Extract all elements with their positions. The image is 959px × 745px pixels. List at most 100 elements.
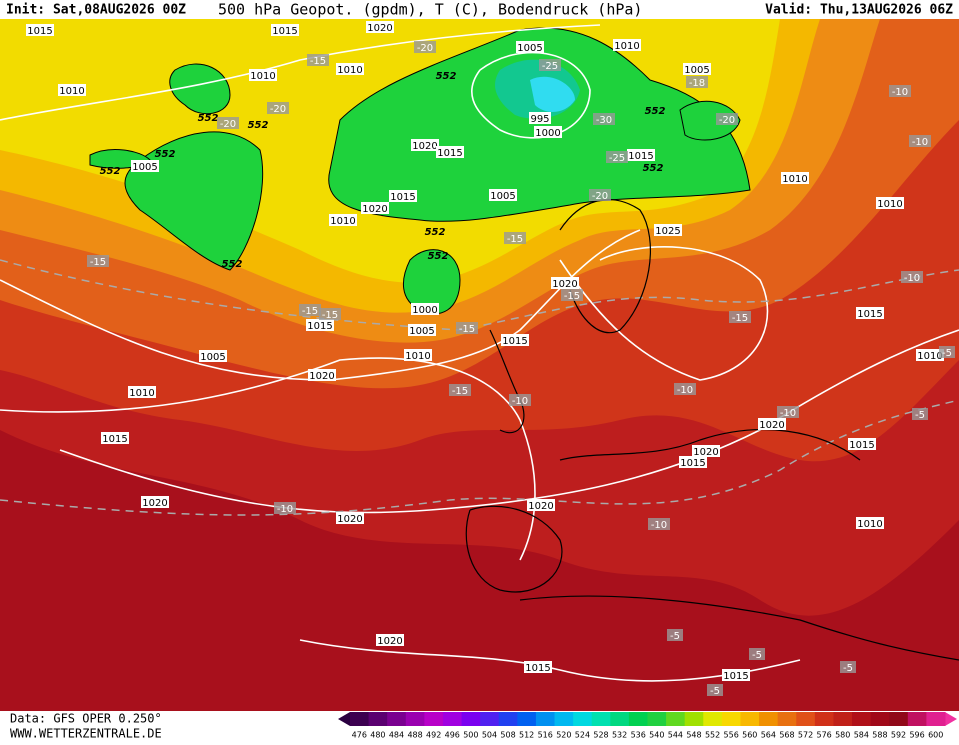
label-box — [939, 346, 955, 358]
label-box — [489, 189, 517, 201]
colorbar-tick-label: 556 — [724, 731, 739, 740]
label-box — [561, 289, 583, 301]
pressure-label: 1005 — [409, 326, 434, 337]
pressure-label: 1020 — [309, 371, 334, 382]
label-box — [366, 21, 394, 33]
pressure-label: 1010 — [129, 388, 154, 399]
height-label: 552 — [428, 251, 449, 262]
temperature-label: -10 — [904, 273, 920, 284]
temperature-label: -10 — [892, 87, 908, 98]
colorbar-tick-label: 564 — [761, 731, 776, 740]
height-label: 552 — [425, 227, 446, 238]
colorbar-cell — [889, 712, 909, 726]
temperature-label: -30 — [596, 115, 612, 126]
label-box — [267, 102, 289, 114]
temperature-label: -20 — [592, 191, 608, 202]
temperature-label: -15 — [507, 234, 523, 245]
pressure-label: 1015 — [502, 336, 527, 347]
colorbar-tick-label: 492 — [426, 731, 441, 740]
pressure-label: 1010 — [614, 41, 639, 52]
label-box — [408, 324, 436, 336]
pressure-label: 1000 — [535, 128, 560, 139]
temperature-label: -5 — [843, 663, 853, 674]
colorbar-tick-label: 576 — [817, 731, 832, 740]
label-box — [274, 502, 296, 514]
colorbar-tick-label: 480 — [370, 731, 385, 740]
colorbar-cell — [498, 712, 518, 726]
pressure-label: 1015 — [857, 309, 882, 320]
colorbar-tick-label: 524 — [575, 731, 590, 740]
label-box — [411, 303, 439, 315]
colorbar-tick-label: 500 — [463, 731, 478, 740]
coastlines — [465, 199, 959, 661]
label-box — [527, 499, 555, 511]
colorbar-cell — [461, 712, 481, 726]
colorbar-cell — [833, 712, 853, 726]
colorbar-cell — [703, 712, 723, 726]
pressure-label: 1025 — [655, 226, 680, 237]
label-box — [501, 334, 529, 346]
temperature-label: -10 — [277, 504, 293, 515]
height-label: 552 — [645, 106, 666, 117]
label-box — [217, 117, 239, 129]
label-box — [654, 224, 682, 236]
label-box — [87, 255, 109, 267]
label-box — [674, 383, 696, 395]
colorbar-cell — [480, 712, 500, 726]
height-label: 552 — [643, 163, 664, 174]
temperature-label: -10 — [780, 408, 796, 419]
label-box — [361, 202, 389, 214]
colorbar-arrow — [338, 712, 350, 726]
label-box — [319, 308, 341, 320]
pressure-label: 1010 — [917, 351, 942, 362]
label-box — [749, 648, 765, 660]
label-box — [456, 322, 478, 334]
temperature-label: -15 — [310, 56, 326, 67]
colorbar-tick-label: 504 — [482, 731, 497, 740]
label-box — [307, 54, 329, 66]
label-box — [627, 149, 655, 161]
colorbar-cell — [610, 712, 630, 726]
pressure-label: 1010 — [782, 174, 807, 185]
label-box — [376, 634, 404, 646]
temperature-label: -15 — [322, 310, 338, 321]
label-box — [299, 304, 321, 316]
temperature-label: -25 — [542, 61, 558, 72]
label-box — [916, 349, 944, 361]
label-box — [551, 277, 579, 289]
label-box — [436, 146, 464, 158]
label-box — [249, 69, 277, 81]
colorbar-cell — [554, 712, 574, 726]
label-box — [667, 629, 683, 641]
temperature-label: -15 — [459, 324, 475, 335]
label-box — [509, 394, 531, 406]
label-box — [131, 160, 159, 172]
temperature-label: -20 — [417, 43, 433, 54]
height-label: 552 — [436, 71, 457, 82]
colorbar-tick-label: 596 — [909, 731, 924, 740]
colorbar-cell — [573, 712, 593, 726]
colorbar-tick-label: 580 — [835, 731, 850, 740]
pressure-label: 1000 — [412, 305, 437, 316]
pressure-label: 1020 — [142, 498, 167, 509]
label-box — [504, 232, 526, 244]
isotherms — [0, 259, 959, 516]
pressure-label: 1015 — [272, 26, 297, 37]
pressure-label: 1010 — [330, 216, 355, 227]
temperature-label: -5 — [915, 410, 925, 421]
pressure-label: 1005 — [684, 65, 709, 76]
label-box — [534, 126, 562, 138]
label-box — [777, 406, 799, 418]
pressure-label: 1020 — [412, 141, 437, 152]
temperature-label: -15 — [302, 306, 318, 317]
label-box — [692, 445, 720, 457]
colorbar-cell — [870, 712, 890, 726]
label-box — [716, 113, 738, 125]
label-box — [336, 512, 364, 524]
pressure-label: 1010 — [877, 199, 902, 210]
temperature-label: -10 — [677, 385, 693, 396]
label-box — [404, 349, 432, 361]
temperature-label: -10 — [912, 137, 928, 148]
pressure-label: 1015 — [628, 151, 653, 162]
pressure-label: 1015 — [102, 434, 127, 445]
